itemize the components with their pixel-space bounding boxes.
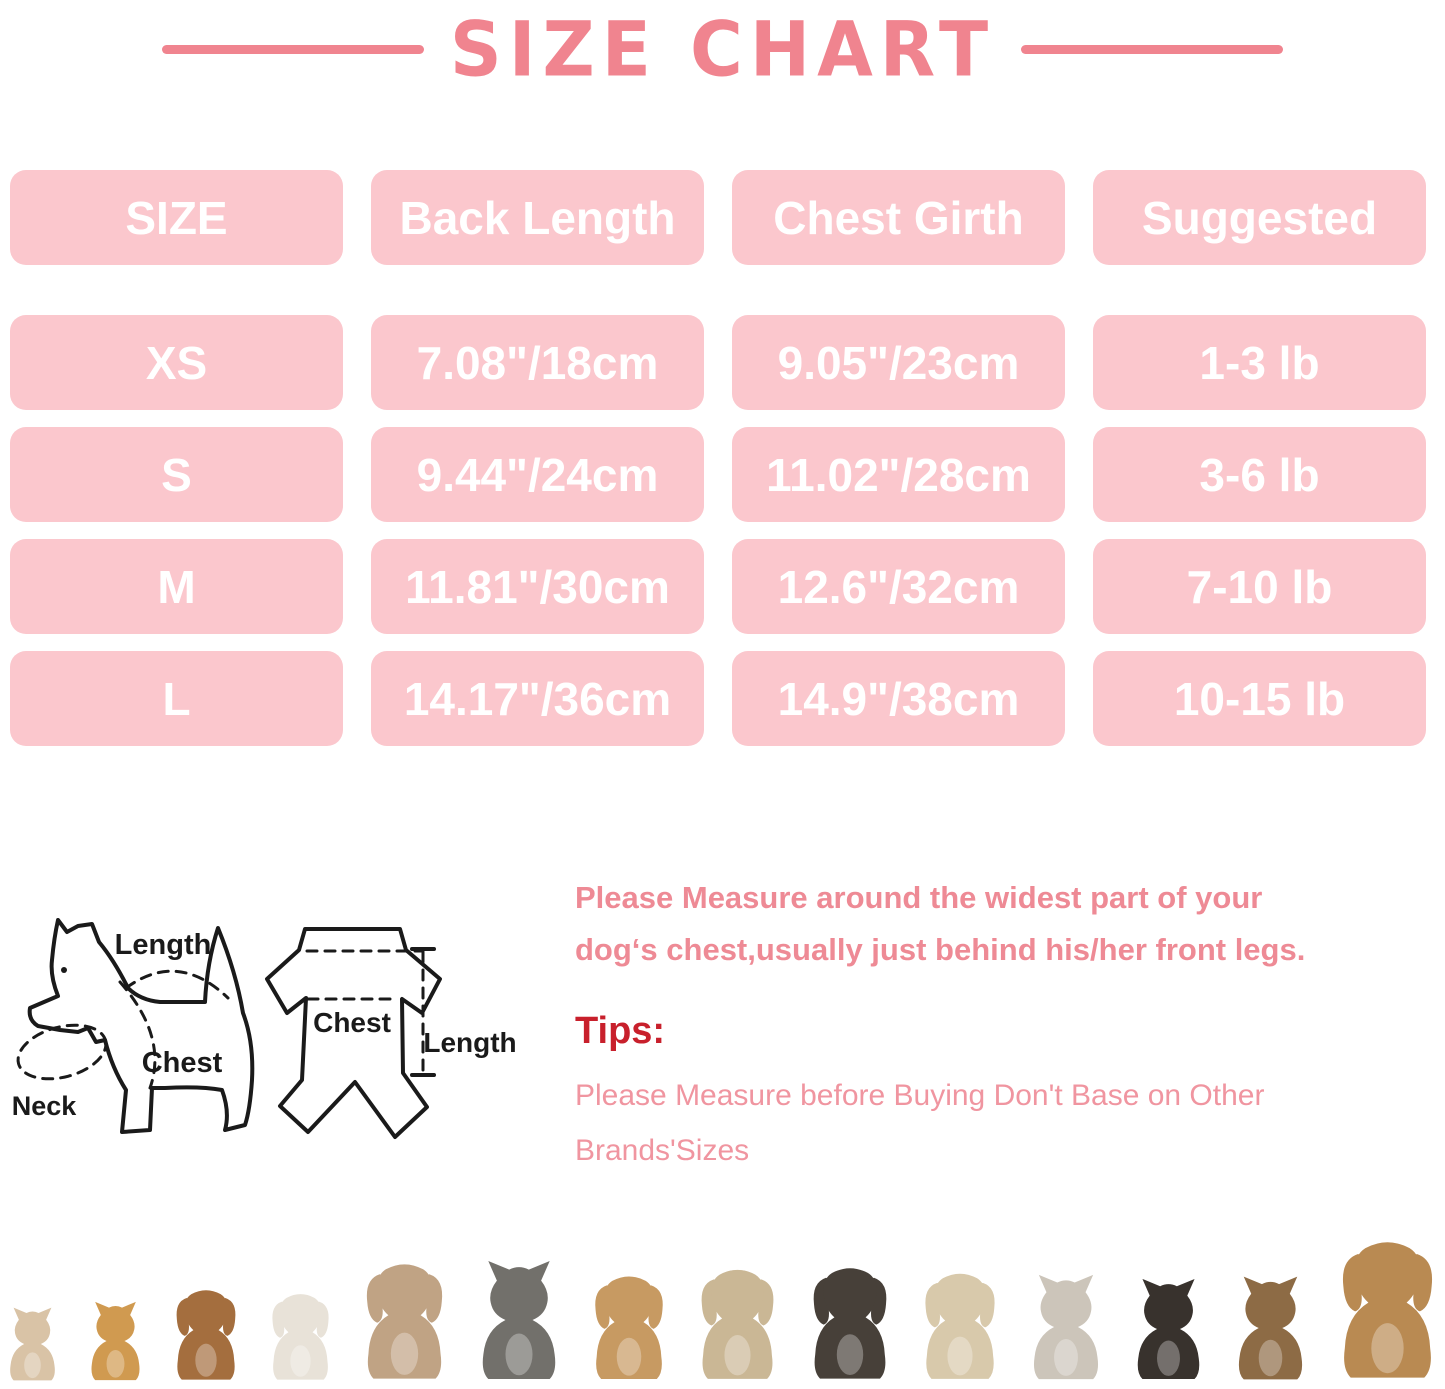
dog-silhouette bbox=[268, 1287, 333, 1383]
header-cell-size: SIZE bbox=[10, 170, 343, 265]
cell-suggested: 10-15 lb bbox=[1093, 651, 1426, 746]
dog-outline bbox=[27, 918, 255, 1134]
dog-eye bbox=[61, 967, 67, 973]
header-cell-back-length: Back Length bbox=[371, 170, 704, 265]
tips-text: Please Measure before Buying Don't Base … bbox=[575, 1068, 1435, 1178]
dog-silhouette bbox=[808, 1259, 892, 1383]
tips-heading: Tips: bbox=[575, 1010, 666, 1052]
table-row-xs: XS 7.08"/18cm 9.05"/23cm 1-3 lb bbox=[10, 315, 1435, 410]
title-rule-right bbox=[1021, 44, 1284, 54]
dog-silhouette bbox=[696, 1261, 779, 1383]
dog-photo-toy-poodle bbox=[172, 1283, 240, 1383]
dog-photo-bichon-frise bbox=[268, 1287, 333, 1383]
cell-chest-girth: 14.9"/38cm bbox=[732, 651, 1065, 746]
dog-measurement-drawing: Length Chest Neck Chest Length bbox=[12, 918, 517, 1139]
dog-photo-boston-terrier bbox=[1132, 1275, 1205, 1383]
measuring-diagram: Length Chest Neck Chest Length bbox=[0, 872, 560, 1190]
cell-back-length: 7.08"/18cm bbox=[371, 315, 704, 410]
dog-chest-label: Chest bbox=[142, 1047, 223, 1079]
cell-size: S bbox=[10, 427, 343, 522]
dog-silhouette bbox=[1233, 1273, 1308, 1383]
dog-photo-shih-tzu bbox=[361, 1255, 448, 1383]
table-header-row: SIZE Back Length Chest Girth Suggested bbox=[10, 170, 1435, 265]
dog-silhouette bbox=[1132, 1275, 1205, 1383]
header-cell-suggested: Suggested bbox=[1093, 170, 1426, 265]
dog-photo-french-bulldog bbox=[1233, 1273, 1308, 1383]
dog-photo-pomeranian bbox=[87, 1299, 144, 1383]
title-rule-left bbox=[161, 44, 424, 54]
measure-instruction-line-1: Please Measure around the widest part of… bbox=[575, 880, 1263, 915]
dog-photo-chihuahua bbox=[6, 1305, 59, 1383]
dog-photo-poodle bbox=[920, 1265, 1000, 1383]
measuring-notes: Please Measure around the widest part of… bbox=[575, 872, 1435, 1178]
cell-size: XS bbox=[10, 315, 343, 410]
dog-photo-havanese bbox=[590, 1268, 668, 1383]
cell-suggested: 3-6 lb bbox=[1093, 427, 1426, 522]
measure-instruction-text: Please Measure around the widest part of… bbox=[575, 872, 1435, 976]
measure-instruction-line-2: dog‘s chest,usually just behind his/her … bbox=[575, 932, 1306, 967]
dog-silhouette bbox=[172, 1283, 240, 1383]
garment-chest-label: Chest bbox=[313, 1007, 391, 1038]
dog-length-label: Length bbox=[115, 929, 212, 961]
back-length-arc bbox=[124, 969, 230, 1000]
dog-silhouette bbox=[1028, 1271, 1104, 1383]
table-row-s: S 9.44"/24cm 11.02"/28cm 3-6 lb bbox=[10, 427, 1435, 522]
garment-pattern-outline bbox=[265, 927, 442, 1139]
chest-girth-curve bbox=[118, 980, 157, 1090]
dog-photo-pug bbox=[696, 1261, 779, 1383]
dog-silhouette bbox=[361, 1255, 448, 1383]
tips-line-1: Please Measure before Buying Don't Base … bbox=[575, 1079, 1265, 1112]
dog-silhouette bbox=[87, 1299, 144, 1383]
cell-chest-girth: 12.6"/32cm bbox=[732, 539, 1065, 634]
dog-photo-miniature-schnauzer bbox=[476, 1257, 562, 1383]
page-title: SIZE CHART bbox=[449, 4, 996, 94]
neck-girth-loop bbox=[16, 1023, 108, 1081]
dog-photo-beagle bbox=[1336, 1231, 1439, 1383]
dog-photo-jack-russell-terrier bbox=[1028, 1271, 1104, 1383]
dog-silhouette bbox=[1336, 1231, 1439, 1383]
dog-silhouette bbox=[590, 1268, 668, 1383]
cell-chest-girth: 9.05"/23cm bbox=[732, 315, 1065, 410]
table-row-m: M 11.81"/30cm 12.6"/32cm 7-10 lb bbox=[10, 539, 1435, 634]
dog-silhouette bbox=[920, 1265, 1000, 1383]
tips-line-2: Brands'Sizes bbox=[575, 1134, 750, 1167]
cell-suggested: 1-3 lb bbox=[1093, 315, 1426, 410]
dog-neck-label: Neck bbox=[12, 1091, 78, 1121]
dog-silhouette bbox=[6, 1305, 59, 1383]
dog-photo-cavalier-king-charles-spaniel bbox=[808, 1259, 892, 1383]
size-chart-table: SIZE Back Length Chest Girth Suggested X… bbox=[10, 170, 1435, 746]
cell-suggested: 7-10 lb bbox=[1093, 539, 1426, 634]
cell-back-length: 14.17"/36cm bbox=[371, 651, 704, 746]
page-header: SIZE CHART bbox=[0, 4, 1445, 94]
cell-size: L bbox=[10, 651, 343, 746]
cell-back-length: 9.44"/24cm bbox=[371, 427, 704, 522]
header-cell-chest-girth: Chest Girth bbox=[732, 170, 1065, 265]
dog-silhouette bbox=[476, 1257, 562, 1383]
cell-chest-girth: 11.02"/28cm bbox=[732, 427, 1065, 522]
dog-photos-row bbox=[0, 1213, 1445, 1383]
cell-back-length: 11.81"/30cm bbox=[371, 539, 704, 634]
table-row-l: L 14.17"/36cm 14.9"/38cm 10-15 lb bbox=[10, 651, 1435, 746]
garment-length-label: Length bbox=[423, 1027, 516, 1058]
cell-size: M bbox=[10, 539, 343, 634]
